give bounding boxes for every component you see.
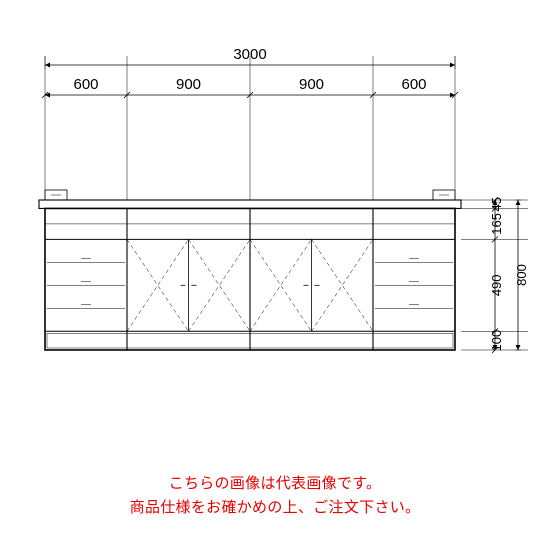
svg-text:900: 900 bbox=[299, 76, 324, 93]
svg-text:165: 165 bbox=[489, 213, 504, 235]
svg-text:900: 900 bbox=[176, 76, 201, 93]
caption-line-1: こちらの画像は代表画像です。 bbox=[0, 472, 550, 496]
svg-text:600: 600 bbox=[401, 76, 426, 93]
svg-text:800: 800 bbox=[514, 264, 529, 286]
page: 300060090090060045165490100800 こちらの画像は代表… bbox=[0, 0, 550, 550]
svg-text:490: 490 bbox=[489, 274, 504, 296]
caption-line-2: 商品仕様をお確かめの上、ご注文下さい。 bbox=[0, 496, 550, 520]
svg-text:45: 45 bbox=[489, 197, 504, 211]
caption-block: こちらの画像は代表画像です。 商品仕様をお確かめの上、ご注文下さい。 bbox=[0, 472, 550, 520]
technical-drawing: 300060090090060045165490100800 bbox=[0, 0, 550, 430]
svg-text:600: 600 bbox=[73, 76, 98, 93]
svg-text:100: 100 bbox=[489, 330, 504, 352]
